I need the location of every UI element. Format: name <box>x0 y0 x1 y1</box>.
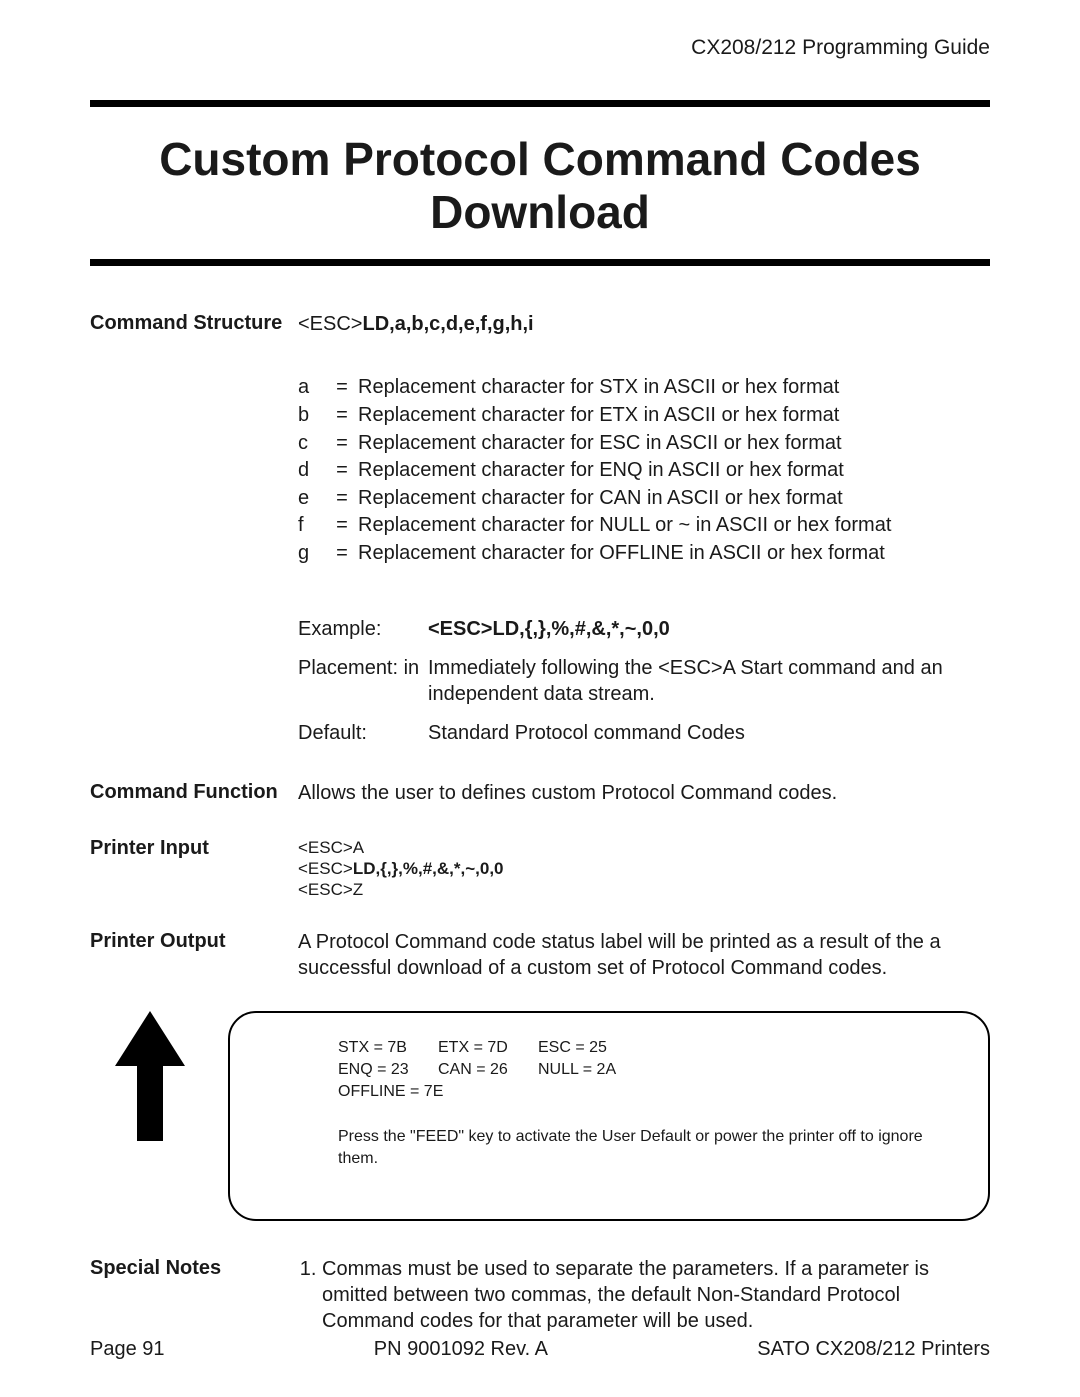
param-key: c <box>298 431 326 457</box>
param-key: g <box>298 541 326 567</box>
param-eq: = <box>326 375 358 401</box>
status-cell: OFFLINE = 7E <box>338 1081 638 1103</box>
pi-line-2: <ESC>LD,{,},%,#,&,*,~,0,0 <box>298 858 990 879</box>
param-desc: Replacement character for ESC in ASCII o… <box>358 431 990 457</box>
footer: Page 91 PN 9001092 Rev. A SATO CX208/212… <box>90 1338 990 1361</box>
placement-label: Placement: in <box>298 656 428 707</box>
command-structure-content: <ESC>LD,a,b,c,d,e,f,g,h,i a=Replacement … <box>298 312 990 747</box>
status-cell: NULL = 2A <box>538 1059 638 1081</box>
status-label-box: STX = 7B ETX = 7D ESC = 25 ENQ = 23 CAN … <box>228 1011 990 1221</box>
printer-input-content: <ESC>A <ESC>LD,{,},%,#,&,*,~,0,0 <ESC>Z <box>298 837 990 901</box>
param-desc: Replacement character for STX in ASCII o… <box>358 375 990 401</box>
pi-line-3: <ESC>Z <box>298 879 990 900</box>
status-grid: STX = 7B ETX = 7D ESC = 25 ENQ = 23 CAN … <box>338 1037 960 1102</box>
special-notes-list: Commas must be used to separate the para… <box>298 1257 990 1334</box>
param-desc: Replacement character for OFFLINE in ASC… <box>358 541 990 567</box>
section-special-notes: Special Notes Commas must be used to sep… <box>90 1257 990 1334</box>
param-eq: = <box>326 486 358 512</box>
status-message: Press the "FEED" key to activate the Use… <box>338 1126 960 1169</box>
pi-line-2-pre: <ESC> <box>298 859 353 878</box>
status-cell: STX = 7B <box>338 1037 438 1059</box>
header-guide: CX208/212 Programming Guide <box>90 36 990 60</box>
placement-value: Immediately following the <ESC>A Start c… <box>428 656 990 707</box>
param-key: f <box>298 513 326 539</box>
command-structure-cmd: <ESC>LD,a,b,c,d,e,f,g,h,i <box>298 312 990 338</box>
cmd-bold: LD,a,b,c,d,e,f,g,h,i <box>362 313 533 335</box>
footer-center: PN 9001092 Rev. A <box>374 1338 548 1361</box>
default-value: Standard Protocol command Codes <box>428 721 990 747</box>
section-command-function: Command Function Allows the user to defi… <box>90 781 990 807</box>
command-function-text: Allows the user to defines custom Protoc… <box>298 781 990 807</box>
output-box-row: STX = 7B ETX = 7D ESC = 25 ENQ = 23 CAN … <box>90 1011 990 1221</box>
param-desc: Replacement character for NULL or ~ in A… <box>358 513 990 539</box>
example-row: Example: <ESC>LD,{,},%,#,&,*,~,0,0 <box>298 617 990 643</box>
param-eq: = <box>326 403 358 429</box>
page: CX208/212 Programming Guide Custom Proto… <box>0 0 1080 1397</box>
status-cell: ETX = 7D <box>438 1037 538 1059</box>
status-cell: ESC = 25 <box>538 1037 638 1059</box>
label-command-structure: Command Structure <box>90 312 290 747</box>
section-printer-input: Printer Input <ESC>A <ESC>LD,{,},%,#,&,*… <box>90 837 990 901</box>
param-desc: Replacement character for CAN in ASCII o… <box>358 486 990 512</box>
section-command-structure: Command Structure <ESC>LD,a,b,c,d,e,f,g,… <box>90 312 990 747</box>
esc-prefix: <ESC> <box>298 313 362 335</box>
label-printer-output: Printer Output <box>90 930 290 981</box>
param-key: d <box>298 458 326 484</box>
arrow-col <box>90 1011 210 1141</box>
rule-top <box>90 100 990 107</box>
param-eq: = <box>326 541 358 567</box>
status-cell: ENQ = 23 <box>338 1059 438 1081</box>
arrow-up-icon <box>115 1011 185 1141</box>
label-special-notes: Special Notes <box>90 1257 290 1334</box>
placement-row: Placement: in Immediately following the … <box>298 656 990 707</box>
special-notes-content: Commas must be used to separate the para… <box>298 1257 990 1334</box>
label-printer-input: Printer Input <box>90 837 290 901</box>
default-label: Default: <box>298 721 428 747</box>
param-eq: = <box>326 431 358 457</box>
footer-right: SATO CX208/212 Printers <box>757 1338 990 1361</box>
param-eq: = <box>326 458 358 484</box>
status-cell: CAN = 26 <box>438 1059 538 1081</box>
page-title: Custom Protocol Command Codes Download <box>90 133 990 239</box>
section-printer-output: Printer Output A Protocol Command code s… <box>90 930 990 981</box>
footer-left: Page 91 <box>90 1338 165 1361</box>
default-row: Default: Standard Protocol command Codes <box>298 721 990 747</box>
param-key: b <box>298 403 326 429</box>
pi-line-1: <ESC>A <box>298 837 990 858</box>
printer-output-text: A Protocol Command code status label wil… <box>298 930 990 981</box>
param-key: e <box>298 486 326 512</box>
param-desc: Replacement character for ENQ in ASCII o… <box>358 458 990 484</box>
param-eq: = <box>326 513 358 539</box>
param-desc: Replacement character for ETX in ASCII o… <box>358 403 990 429</box>
param-table: a=Replacement character for STX in ASCII… <box>298 375 990 566</box>
label-command-function: Command Function <box>90 781 290 807</box>
param-key: a <box>298 375 326 401</box>
rule-bottom <box>90 259 990 266</box>
example-value: <ESC>LD,{,},%,#,&,*,~,0,0 <box>428 618 670 640</box>
pi-line-2-bold: LD,{,},%,#,&,*,~,0,0 <box>353 859 504 878</box>
special-note-item: Commas must be used to separate the para… <box>322 1257 990 1334</box>
example-label: Example: <box>298 617 428 643</box>
